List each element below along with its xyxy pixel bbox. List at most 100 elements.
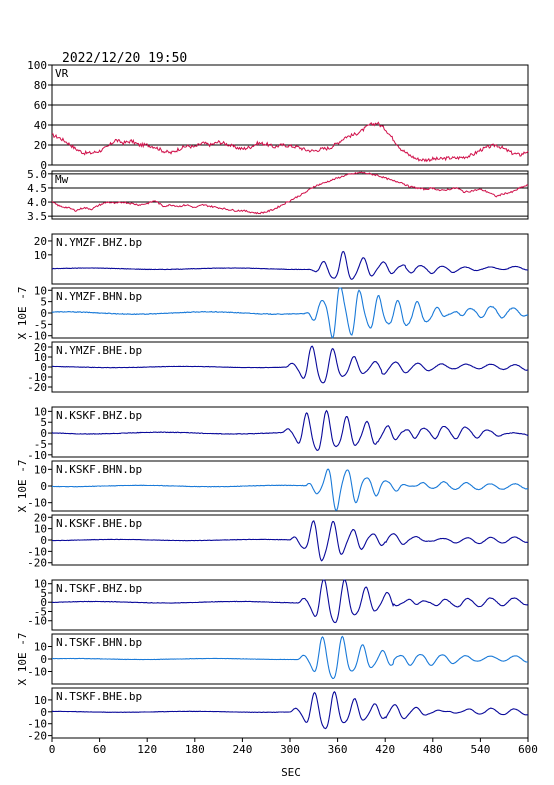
y-tick-label: 0 xyxy=(40,480,47,493)
trace-frame xyxy=(51,233,529,285)
y-tick-label: -5 xyxy=(34,318,47,331)
summary-line-vr xyxy=(51,121,529,163)
y-tick-label: 20 xyxy=(34,139,47,152)
trace-label: N.YMZF.BHN.bp xyxy=(56,290,142,303)
x-tick-label: 420 xyxy=(375,743,395,756)
timestamp: 2022/12/20 19:50 xyxy=(62,51,187,66)
y-axis-label: X 10E -7 xyxy=(16,460,29,513)
x-tick-label: 360 xyxy=(328,743,348,756)
x-tick-label: 60 xyxy=(93,743,106,756)
y-tick-label: 5 xyxy=(40,296,47,309)
x-tick-label: 300 xyxy=(280,743,300,756)
y-tick-label: -10 xyxy=(27,718,47,731)
x-tick-label: 180 xyxy=(185,743,205,756)
trace-line xyxy=(51,409,529,451)
y-tick-label: -5 xyxy=(34,605,47,618)
y-tick-label: 0 xyxy=(40,596,47,609)
y-tick-label: 10 xyxy=(34,351,47,364)
x-tick-label: 540 xyxy=(470,743,490,756)
summary-line-mw xyxy=(51,171,529,215)
y-tick-label: 0 xyxy=(40,307,47,320)
y-tick-label: 0 xyxy=(40,427,47,440)
y-tick-label: -5 xyxy=(34,438,47,451)
y-tick-label: 5 xyxy=(40,587,47,600)
y-tick-label: 4.0 xyxy=(27,196,47,209)
trace-line xyxy=(51,520,529,562)
y-tick-label: 10 xyxy=(34,523,47,536)
y-axis-label: X 10E -7 xyxy=(16,633,29,686)
x-tick-label: 120 xyxy=(137,743,157,756)
summary-panel-mw: 3.54.04.55.0 Mw xyxy=(27,168,529,223)
y-tick-label: -10 xyxy=(27,330,47,343)
trace-line xyxy=(51,468,528,512)
y-tick-label: -10 xyxy=(27,545,47,558)
trace-label: N.TSKF.BHN.bp xyxy=(56,636,142,649)
y-tick-label: 0 xyxy=(40,706,47,719)
y-tick-label: 60 xyxy=(34,99,47,112)
y-tick-label: -20 xyxy=(27,381,47,394)
summary-panel-vr: 0 20 40 60 80 100 VR xyxy=(27,59,529,172)
panel-label: Mw xyxy=(55,173,69,186)
panel-frame xyxy=(51,170,529,220)
y-tick-label: -20 xyxy=(27,557,47,570)
y-tick-label: 0 xyxy=(40,534,47,547)
trace-line xyxy=(51,690,529,730)
x-tick-label: 600 xyxy=(518,743,538,756)
y-tick-label: 10 xyxy=(34,694,47,707)
trace-line xyxy=(51,345,529,384)
trace-label: N.KSKF.BHN.bp xyxy=(56,463,142,476)
y-tick-label: 5 xyxy=(40,416,47,429)
y-tick-label: -10 xyxy=(27,666,47,679)
trace-line xyxy=(51,635,528,680)
trace-label: N.TSKF.BHE.bp xyxy=(56,690,142,703)
panel-label: VR xyxy=(55,67,69,80)
x-tick-label: 0 xyxy=(49,743,56,756)
y-tick-label: 80 xyxy=(34,79,47,92)
y-tick-label: 4.5 xyxy=(27,182,47,195)
trace-frame xyxy=(51,406,529,458)
trace-label: N.TSKF.BHZ.bp xyxy=(56,582,142,595)
y-tick-label: 20 xyxy=(34,341,47,354)
trace-line xyxy=(51,287,528,339)
x-axis: 0 60 120 180 240 300 360 420 480 540 600 xyxy=(49,738,538,756)
y-tick-label: 40 xyxy=(34,119,47,132)
y-tick-label: -10 xyxy=(27,497,47,510)
y-tick-label: 10 xyxy=(34,284,47,297)
y-tick-label: 20 xyxy=(34,511,47,524)
y-tick-label: -20 xyxy=(27,730,47,743)
y-tick-label: 10 xyxy=(34,641,47,654)
y-tick-label: 10 xyxy=(34,405,47,418)
y-tick-label: 5.0 xyxy=(27,168,47,181)
trace-line xyxy=(52,250,529,280)
y-tick-label: -10 xyxy=(27,615,47,628)
y-tick-label: 3.5 xyxy=(27,210,47,223)
x-axis-label: SEC xyxy=(281,766,301,779)
panel-frame xyxy=(51,64,529,166)
trace-label: N.KSKF.BHE.bp xyxy=(56,517,142,530)
x-tick-label: 240 xyxy=(232,743,252,756)
trace-label: N.YMZF.BHZ.bp xyxy=(56,236,142,249)
y-tick-label: 10 xyxy=(34,578,47,591)
trace-panel: -10 0 10 N.KSKF.BHN.bp X 10E -7 xyxy=(16,460,529,513)
y-tick-label: 10 xyxy=(34,463,47,476)
y-tick-label: 0 xyxy=(40,653,47,666)
y-tick-label: 0 xyxy=(40,159,47,172)
trace-label: N.YMZF.BHE.bp xyxy=(56,344,142,357)
trace-line xyxy=(51,579,529,624)
y-axis-label: X 10E -7 xyxy=(16,287,29,340)
y-tick-label: 20 xyxy=(34,235,47,248)
y-tick-label: -10 xyxy=(27,371,47,384)
x-tick-label: 480 xyxy=(423,743,443,756)
y-tick-label: 0 xyxy=(40,361,47,374)
y-tick-label: -10 xyxy=(27,449,47,462)
trace-label: N.KSKF.BHZ.bp xyxy=(56,409,142,422)
